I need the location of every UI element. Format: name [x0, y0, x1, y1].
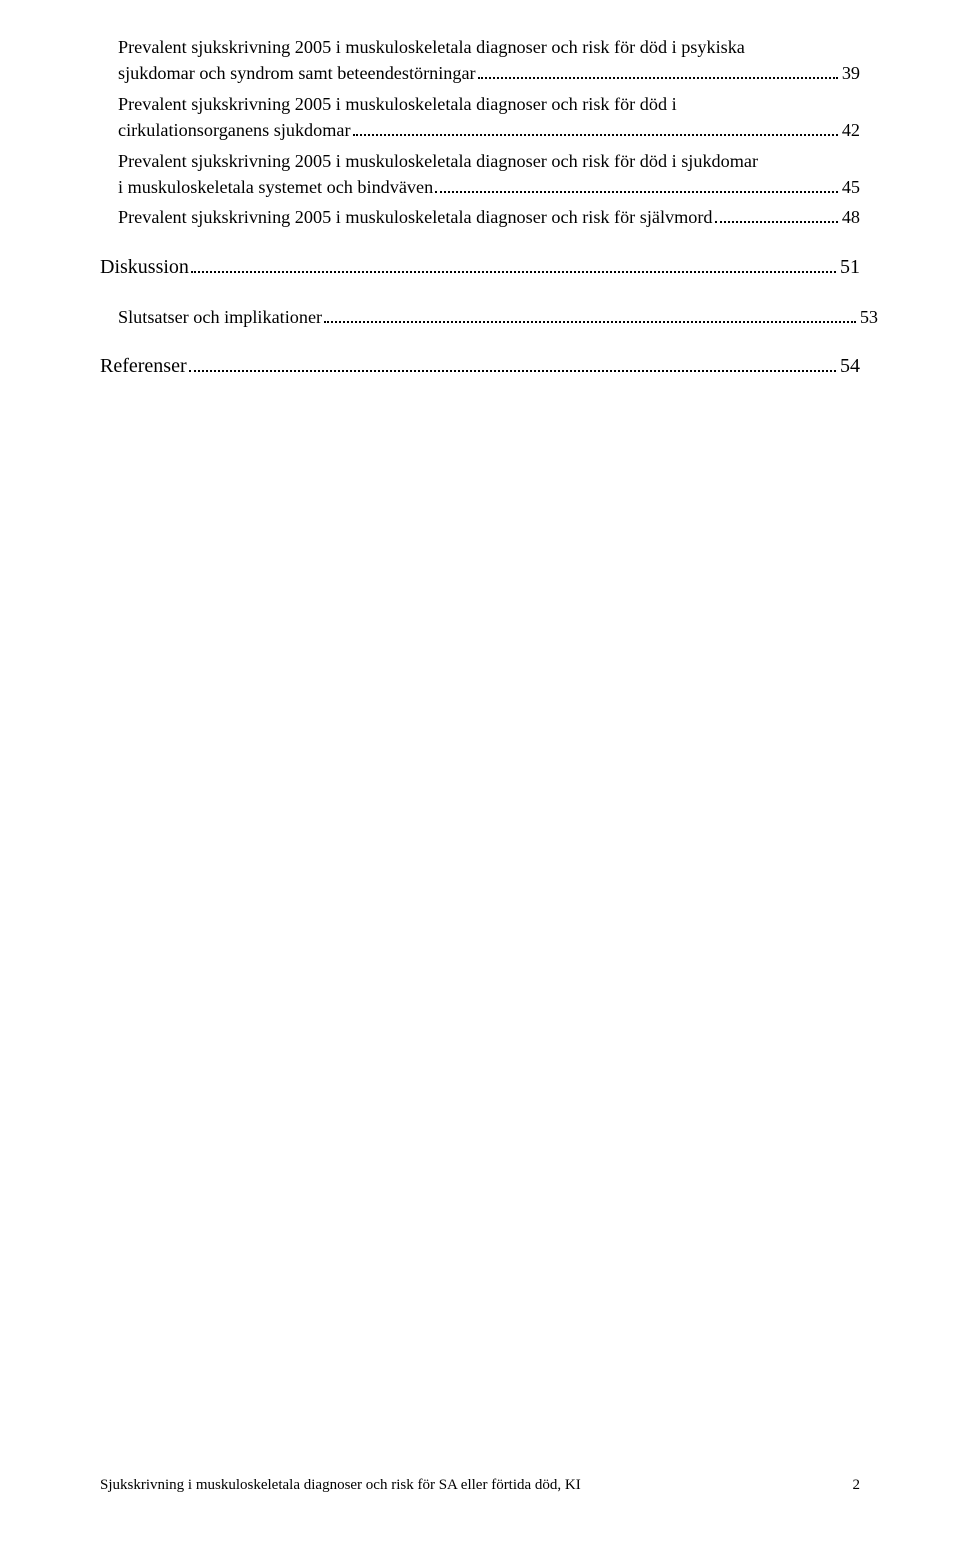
toc-item-page: 48 [842, 204, 860, 230]
toc-item-text-line1: Prevalent sjukskrivning 2005 i muskulosk… [118, 91, 860, 117]
toc-item: Prevalent sjukskrivning 2005 i muskulosk… [118, 91, 860, 144]
page-footer: Sjukskrivning i muskuloskeletala diagnos… [100, 1477, 860, 1494]
toc-heading-page: 54 [840, 352, 860, 381]
toc-item-line: Prevalent sjukskrivning 2005 i muskulosk… [118, 204, 860, 230]
toc-item-text-line1: Prevalent sjukskrivning 2005 i muskulosk… [118, 148, 860, 174]
toc-item-page: 42 [842, 117, 860, 143]
toc-heading-text: Diskussion [100, 253, 189, 282]
toc-leader-dots [478, 65, 838, 79]
toc-leader-dots [715, 209, 838, 223]
toc-leader-dots [353, 122, 838, 136]
toc-item-page: 45 [842, 174, 860, 200]
toc-leader-dots [435, 179, 838, 193]
footer-text-left: Sjukskrivning i muskuloskeletala diagnos… [100, 1477, 581, 1494]
toc-heading-page: 53 [860, 304, 878, 330]
toc-item-text-line2: sjukdomar och syndrom samt beteendestörn… [118, 60, 476, 86]
toc-leader-dots [324, 309, 856, 323]
toc-heading-level1: Diskussion 51 [100, 253, 860, 282]
toc-item-text-line2: cirkulationsorganens sjukdomar [118, 117, 351, 143]
toc-heading-text: Slutsatser och implikationer [118, 304, 322, 330]
toc-item-line: i muskuloskeletala systemet och bindväve… [118, 174, 860, 200]
toc-item: Prevalent sjukskrivning 2005 i muskulosk… [118, 204, 860, 230]
toc-heading-text: Referenser [100, 352, 187, 381]
toc-item: Prevalent sjukskrivning 2005 i muskulosk… [118, 34, 860, 87]
toc-item-line: cirkulationsorganens sjukdomar 42 [118, 117, 860, 143]
toc-heading-level1: Referenser 54 [100, 352, 860, 381]
toc-item-page: 39 [842, 60, 860, 86]
toc-leader-dots [189, 357, 836, 373]
footer-page-number: 2 [853, 1477, 861, 1494]
toc-item-text-line1: Prevalent sjukskrivning 2005 i muskulosk… [118, 34, 860, 60]
toc-leader-dots [191, 257, 836, 273]
toc-heading-page: 51 [840, 253, 860, 282]
toc-heading-level2: Slutsatser och implikationer 53 [118, 304, 878, 330]
toc-item-text-line2: i muskuloskeletala systemet och bindväve… [118, 174, 433, 200]
toc-item-text: Prevalent sjukskrivning 2005 i muskulosk… [118, 204, 713, 230]
document-page: Prevalent sjukskrivning 2005 i muskulosk… [0, 0, 960, 1562]
toc-item-line: sjukdomar och syndrom samt beteendestörn… [118, 60, 860, 86]
toc-item: Prevalent sjukskrivning 2005 i muskulosk… [118, 148, 860, 201]
